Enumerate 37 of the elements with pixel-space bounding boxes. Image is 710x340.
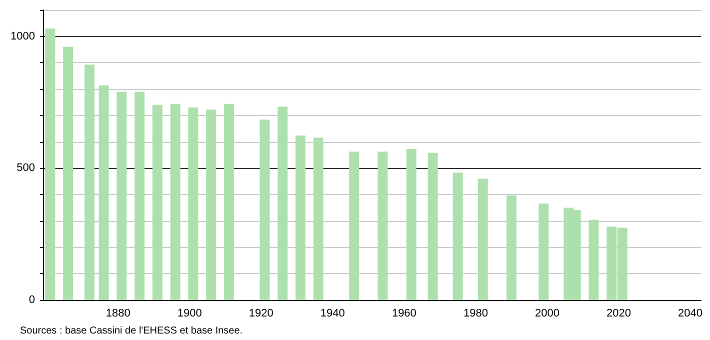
bar	[116, 92, 127, 300]
y-tick-label: 500	[16, 162, 35, 174]
x-tick-label: 1940	[320, 308, 345, 320]
x-tick-label: 1900	[177, 308, 202, 320]
x-tick-label: 1880	[106, 308, 130, 320]
x-tick-label: 1980	[463, 308, 488, 320]
bar	[506, 195, 516, 300]
bar	[98, 85, 109, 300]
bar	[538, 204, 549, 300]
bar	[295, 135, 306, 300]
bar	[134, 92, 145, 300]
bar	[313, 138, 324, 300]
x-tick-label: 1920	[248, 308, 274, 320]
bar	[170, 104, 180, 300]
bar	[206, 110, 216, 300]
bar	[63, 46, 74, 300]
bar	[45, 28, 56, 300]
bar	[278, 106, 288, 300]
bar	[378, 152, 388, 300]
y-tick-label: 1000	[10, 30, 35, 42]
x-tick-label: 1960	[392, 308, 416, 320]
bar	[478, 178, 488, 300]
bar	[406, 148, 416, 300]
bar	[588, 220, 599, 300]
bar	[349, 152, 360, 300]
bar	[152, 104, 162, 300]
x-tick-label: 2000	[534, 308, 560, 320]
bar	[84, 64, 94, 300]
bar	[224, 104, 234, 300]
bar	[428, 152, 438, 300]
bar	[260, 120, 270, 300]
y-tick-label: 0	[28, 294, 35, 306]
x-tick-label: 2020	[606, 308, 631, 320]
source-note: Sources : base Cassini de l'EHESS et base Insee.	[20, 326, 243, 336]
bar	[452, 172, 463, 300]
x-tick-label: 2040	[678, 308, 703, 320]
bar	[188, 108, 198, 300]
